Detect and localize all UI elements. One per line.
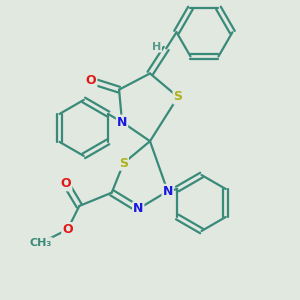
Text: N: N [117, 116, 127, 128]
Text: CH₃: CH₃ [30, 238, 52, 248]
Text: N: N [163, 185, 173, 198]
Text: O: O [62, 223, 73, 236]
Text: O: O [86, 74, 96, 87]
Text: O: O [61, 177, 71, 190]
Text: N: N [133, 202, 143, 215]
Text: H: H [152, 42, 161, 52]
Text: S: S [119, 157, 128, 170]
Text: S: S [173, 91, 182, 103]
